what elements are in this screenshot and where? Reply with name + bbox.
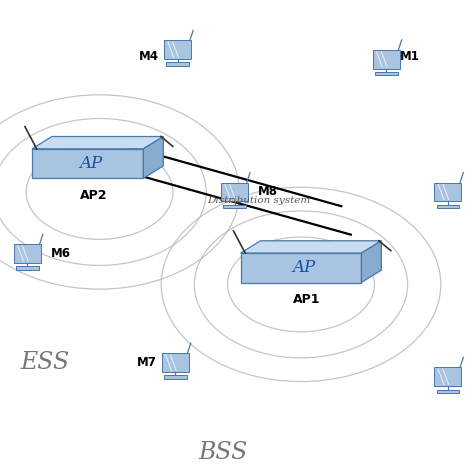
Polygon shape (221, 182, 248, 201)
Polygon shape (373, 50, 400, 69)
Polygon shape (437, 205, 459, 208)
Polygon shape (164, 40, 191, 59)
Polygon shape (241, 253, 361, 283)
Text: M4: M4 (139, 50, 159, 64)
Polygon shape (143, 137, 163, 178)
Polygon shape (32, 149, 143, 178)
Text: AP: AP (292, 259, 316, 276)
Text: AP2: AP2 (80, 189, 108, 201)
Text: AP: AP (79, 155, 102, 172)
Polygon shape (361, 241, 381, 283)
Polygon shape (14, 244, 41, 263)
Polygon shape (223, 205, 246, 208)
Polygon shape (166, 63, 189, 66)
Polygon shape (437, 390, 459, 393)
Polygon shape (32, 137, 163, 149)
Text: AP1: AP1 (293, 293, 321, 306)
Text: M6: M6 (51, 247, 71, 260)
Text: M7: M7 (137, 356, 157, 369)
Polygon shape (164, 375, 187, 379)
Polygon shape (162, 353, 189, 372)
Text: Distribution system: Distribution system (207, 196, 310, 204)
Polygon shape (241, 241, 381, 253)
Text: BSS: BSS (198, 441, 247, 464)
Polygon shape (375, 72, 398, 75)
Polygon shape (434, 182, 461, 201)
Text: M1: M1 (400, 50, 420, 64)
Text: M8: M8 (258, 185, 278, 199)
Polygon shape (434, 367, 461, 386)
Text: ESS: ESS (20, 351, 70, 374)
Polygon shape (16, 266, 39, 270)
